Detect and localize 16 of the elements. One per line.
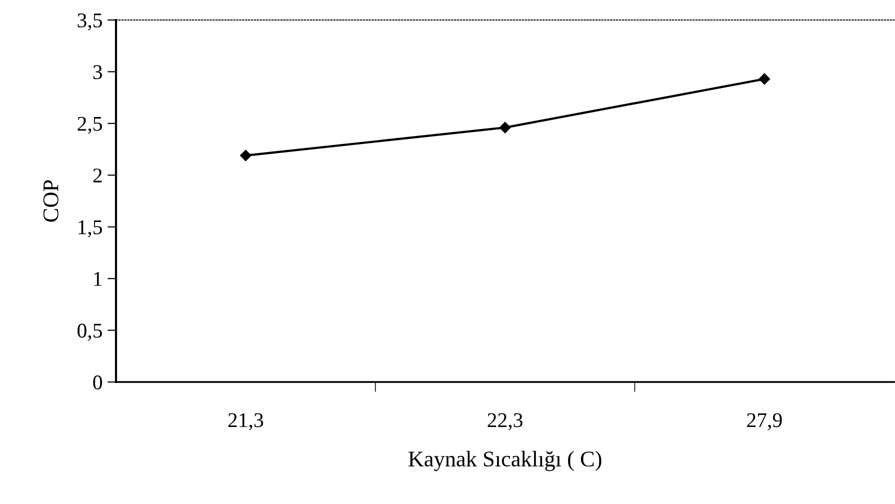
x-tick-label: 21,3 bbox=[228, 413, 264, 430]
y-tick-label: 0 bbox=[93, 375, 102, 390]
x-axis-title: Kaynak Sıcaklığı ( C) bbox=[408, 450, 602, 472]
y-tick-label: 2,5 bbox=[78, 116, 102, 134]
point bbox=[499, 122, 511, 134]
x-tick-label: 27,9 bbox=[747, 413, 782, 430]
y-axis-title: COP bbox=[43, 180, 58, 222]
y-tick-label: 1,5 bbox=[78, 220, 102, 238]
y-tick-label: 2 bbox=[93, 168, 102, 182]
y-tick-label: 1 bbox=[94, 272, 102, 286]
y-tick-label: 3,5 bbox=[78, 13, 102, 30]
y-tick-label: 3 bbox=[93, 65, 102, 80]
y-tick-label: 0,5 bbox=[78, 324, 102, 341]
point bbox=[758, 73, 770, 85]
x-tick-label: 22,3 bbox=[488, 413, 522, 430]
point bbox=[240, 150, 252, 162]
